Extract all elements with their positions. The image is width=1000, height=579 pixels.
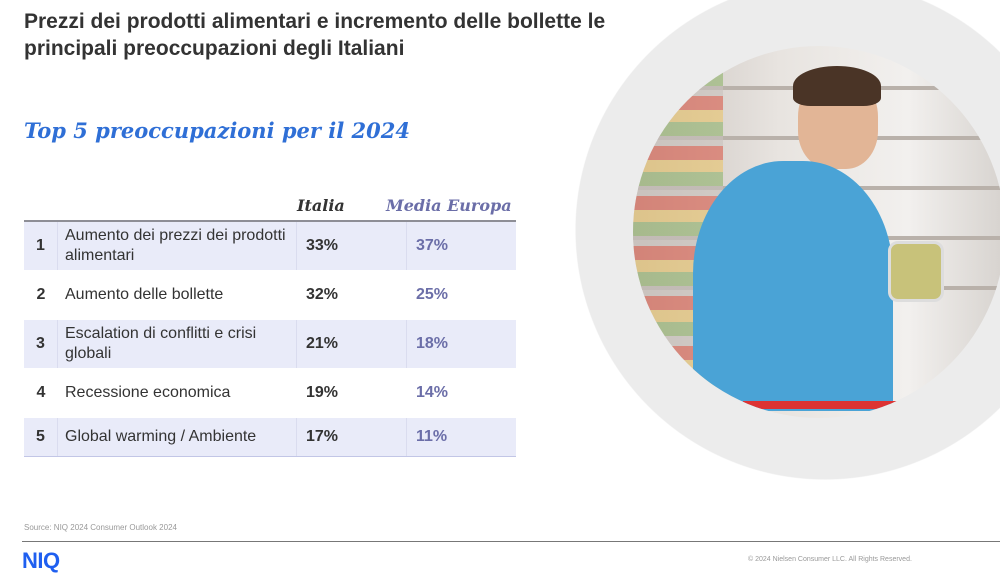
copyright: © 2024 Nielsen Consumer LLC. All Rights … — [748, 556, 912, 563]
table-row: 3 Escalation di conflitti e crisi global… — [24, 320, 516, 368]
subtitle: Top 5 preoccupazioni per il 2024 — [24, 118, 410, 143]
italia-value: 21% — [297, 320, 407, 368]
concerns-table: Italia Media Europa 1 Aumento dei prezzi… — [24, 192, 516, 457]
concern-label: Escalation di conflitti e crisi globali — [58, 320, 297, 368]
footer-divider — [22, 541, 1000, 542]
shopper-photo — [633, 46, 1000, 418]
europa-value: 11% — [416, 428, 448, 445]
table-row: 2 Aumento delle bollette 32% 25% — [24, 270, 516, 320]
italia-value: 32% — [306, 286, 339, 303]
concern-label: Aumento delle bollette — [65, 286, 224, 303]
concern-label: Global warming / Ambiente — [58, 418, 297, 456]
source-note: Source: NIQ 2024 Consumer Outlook 2024 — [24, 523, 177, 532]
italia-value: 17% — [297, 418, 407, 456]
concern-label: Aumento dei prezzi dei prodotti alimenta… — [58, 222, 297, 270]
niq-logo: NIQ — [22, 548, 60, 573]
rank: 4 — [36, 384, 46, 401]
rank: 1 — [24, 222, 58, 270]
header-media-europa: Media Europa — [386, 196, 512, 215]
europa-value: 37% — [416, 237, 449, 254]
rank: 5 — [24, 418, 58, 456]
europa-value: 18% — [416, 335, 449, 352]
table-row: 1 Aumento dei prezzi dei prodotti alimen… — [24, 222, 516, 270]
europa-value: 14% — [416, 384, 449, 401]
table-row: 5 Global warming / Ambiente 17% 11% — [24, 418, 516, 456]
slide-title: Prezzi dei prodotti alimentari e increme… — [24, 10, 606, 60]
table-row: 4 Recessione economica 19% 14% — [24, 368, 516, 418]
europa-value: 25% — [416, 286, 449, 303]
rank: 2 — [36, 286, 46, 303]
concern-label: Recessione economica — [65, 384, 231, 401]
header-italia: Italia — [297, 196, 345, 215]
italia-value: 33% — [297, 222, 407, 270]
rank: 3 — [24, 320, 58, 368]
italia-value: 19% — [306, 384, 339, 401]
